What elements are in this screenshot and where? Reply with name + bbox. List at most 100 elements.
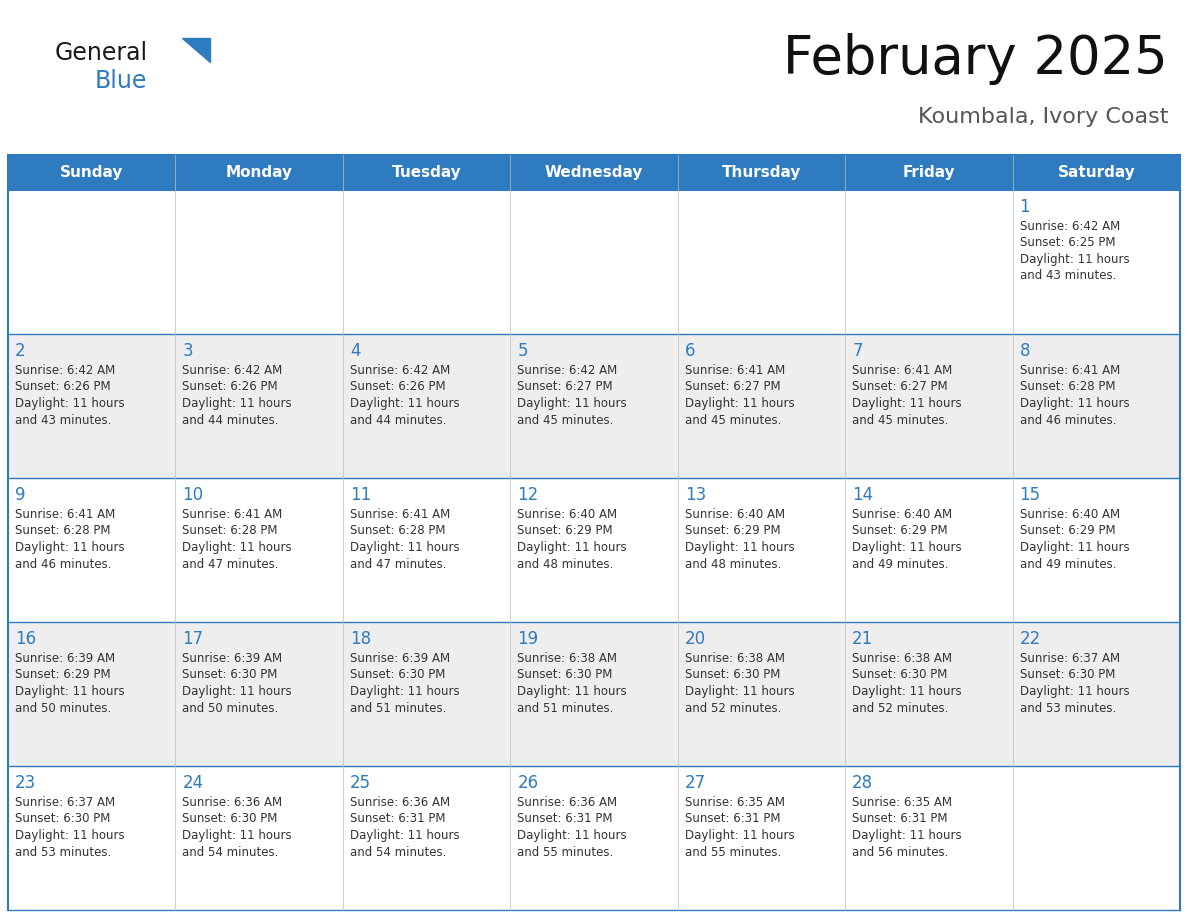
Text: Friday: Friday [903,165,955,180]
Text: Sunrise: 6:41 AM: Sunrise: 6:41 AM [684,364,785,377]
Text: Sunday: Sunday [61,165,124,180]
Text: and 47 minutes.: and 47 minutes. [183,557,279,570]
Text: Daylight: 11 hours: Daylight: 11 hours [852,829,962,842]
Text: and 54 minutes.: and 54 minutes. [349,845,447,858]
Text: Daylight: 11 hours: Daylight: 11 hours [1019,397,1130,410]
Text: and 48 minutes.: and 48 minutes. [684,557,781,570]
Text: Sunrise: 6:41 AM: Sunrise: 6:41 AM [15,508,115,521]
Text: Daylight: 11 hours: Daylight: 11 hours [1019,685,1130,698]
Text: Daylight: 11 hours: Daylight: 11 hours [183,685,292,698]
Text: Sunset: 6:30 PM: Sunset: 6:30 PM [183,668,278,681]
Text: Daylight: 11 hours: Daylight: 11 hours [517,541,627,554]
Text: Daylight: 11 hours: Daylight: 11 hours [684,685,795,698]
Text: and 51 minutes.: and 51 minutes. [517,701,614,714]
Text: Sunset: 6:30 PM: Sunset: 6:30 PM [1019,668,1116,681]
Text: Sunrise: 6:42 AM: Sunrise: 6:42 AM [349,364,450,377]
Text: and 44 minutes.: and 44 minutes. [183,413,279,427]
Text: Sunrise: 6:38 AM: Sunrise: 6:38 AM [684,652,785,665]
Text: Sunrise: 6:41 AM: Sunrise: 6:41 AM [349,508,450,521]
Text: Sunrise: 6:37 AM: Sunrise: 6:37 AM [15,796,115,809]
Text: Sunrise: 6:40 AM: Sunrise: 6:40 AM [852,508,953,521]
Text: Daylight: 11 hours: Daylight: 11 hours [15,829,125,842]
Text: Sunrise: 6:38 AM: Sunrise: 6:38 AM [517,652,618,665]
Text: Sunrise: 6:42 AM: Sunrise: 6:42 AM [183,364,283,377]
Text: and 55 minutes.: and 55 minutes. [517,845,613,858]
Text: 18: 18 [349,630,371,648]
Text: Daylight: 11 hours: Daylight: 11 hours [15,541,125,554]
Polygon shape [182,38,210,62]
Text: Daylight: 11 hours: Daylight: 11 hours [183,541,292,554]
Text: Sunset: 6:27 PM: Sunset: 6:27 PM [517,380,613,394]
Text: Wednesday: Wednesday [545,165,643,180]
Text: 25: 25 [349,774,371,792]
Text: Sunrise: 6:42 AM: Sunrise: 6:42 AM [15,364,115,377]
Text: Sunset: 6:30 PM: Sunset: 6:30 PM [517,668,613,681]
Text: Sunset: 6:30 PM: Sunset: 6:30 PM [349,668,446,681]
Text: Daylight: 11 hours: Daylight: 11 hours [517,829,627,842]
Text: 16: 16 [15,630,36,648]
Text: 27: 27 [684,774,706,792]
Text: Sunset: 6:28 PM: Sunset: 6:28 PM [15,524,110,538]
Text: 19: 19 [517,630,538,648]
Text: 17: 17 [183,630,203,648]
Text: Daylight: 11 hours: Daylight: 11 hours [349,541,460,554]
Text: 24: 24 [183,774,203,792]
Text: Daylight: 11 hours: Daylight: 11 hours [1019,253,1130,266]
Text: and 48 minutes.: and 48 minutes. [517,557,614,570]
Text: 10: 10 [183,486,203,504]
Text: Daylight: 11 hours: Daylight: 11 hours [684,829,795,842]
Text: Sunset: 6:29 PM: Sunset: 6:29 PM [15,668,110,681]
Text: 26: 26 [517,774,538,792]
Text: Daylight: 11 hours: Daylight: 11 hours [15,685,125,698]
Text: Sunrise: 6:37 AM: Sunrise: 6:37 AM [1019,652,1120,665]
Text: 8: 8 [1019,342,1030,360]
Text: Sunset: 6:26 PM: Sunset: 6:26 PM [349,380,446,394]
Text: 13: 13 [684,486,706,504]
Text: 1: 1 [1019,198,1030,216]
Text: 7: 7 [852,342,862,360]
Text: Sunrise: 6:41 AM: Sunrise: 6:41 AM [1019,364,1120,377]
Text: Sunrise: 6:39 AM: Sunrise: 6:39 AM [183,652,283,665]
Text: Sunset: 6:28 PM: Sunset: 6:28 PM [1019,380,1116,394]
Text: Sunset: 6:28 PM: Sunset: 6:28 PM [349,524,446,538]
Text: Sunrise: 6:38 AM: Sunrise: 6:38 AM [852,652,952,665]
Text: and 50 minutes.: and 50 minutes. [183,701,279,714]
Text: and 45 minutes.: and 45 minutes. [684,413,781,427]
Text: Sunrise: 6:42 AM: Sunrise: 6:42 AM [517,364,618,377]
Text: and 49 minutes.: and 49 minutes. [1019,557,1116,570]
Text: 15: 15 [1019,486,1041,504]
Text: and 53 minutes.: and 53 minutes. [1019,701,1116,714]
Text: and 54 minutes.: and 54 minutes. [183,845,279,858]
Text: Sunset: 6:26 PM: Sunset: 6:26 PM [15,380,110,394]
Text: and 51 minutes.: and 51 minutes. [349,701,447,714]
Text: Sunrise: 6:40 AM: Sunrise: 6:40 AM [1019,508,1120,521]
Text: Sunrise: 6:40 AM: Sunrise: 6:40 AM [517,508,618,521]
Text: February 2025: February 2025 [783,33,1168,85]
Text: Sunset: 6:31 PM: Sunset: 6:31 PM [852,812,948,825]
Text: Daylight: 11 hours: Daylight: 11 hours [517,397,627,410]
Text: Daylight: 11 hours: Daylight: 11 hours [349,685,460,698]
Text: 3: 3 [183,342,194,360]
Text: Daylight: 11 hours: Daylight: 11 hours [852,685,962,698]
Text: Sunset: 6:31 PM: Sunset: 6:31 PM [684,812,781,825]
Text: Daylight: 11 hours: Daylight: 11 hours [1019,541,1130,554]
Text: Sunset: 6:31 PM: Sunset: 6:31 PM [517,812,613,825]
Text: Daylight: 11 hours: Daylight: 11 hours [349,397,460,410]
Text: Sunset: 6:30 PM: Sunset: 6:30 PM [852,668,948,681]
Text: and 52 minutes.: and 52 minutes. [684,701,781,714]
Text: and 53 minutes.: and 53 minutes. [15,845,112,858]
Text: Daylight: 11 hours: Daylight: 11 hours [15,397,125,410]
Text: 5: 5 [517,342,527,360]
Text: Sunset: 6:28 PM: Sunset: 6:28 PM [183,524,278,538]
Text: Daylight: 11 hours: Daylight: 11 hours [349,829,460,842]
Text: and 47 minutes.: and 47 minutes. [349,557,447,570]
Text: Daylight: 11 hours: Daylight: 11 hours [183,397,292,410]
Text: and 46 minutes.: and 46 minutes. [1019,413,1116,427]
Text: Daylight: 11 hours: Daylight: 11 hours [183,829,292,842]
Text: and 43 minutes.: and 43 minutes. [1019,270,1116,283]
Text: Daylight: 11 hours: Daylight: 11 hours [852,397,962,410]
Text: Sunset: 6:30 PM: Sunset: 6:30 PM [183,812,278,825]
Text: 6: 6 [684,342,695,360]
Text: and 45 minutes.: and 45 minutes. [852,413,948,427]
Text: Sunset: 6:29 PM: Sunset: 6:29 PM [1019,524,1116,538]
